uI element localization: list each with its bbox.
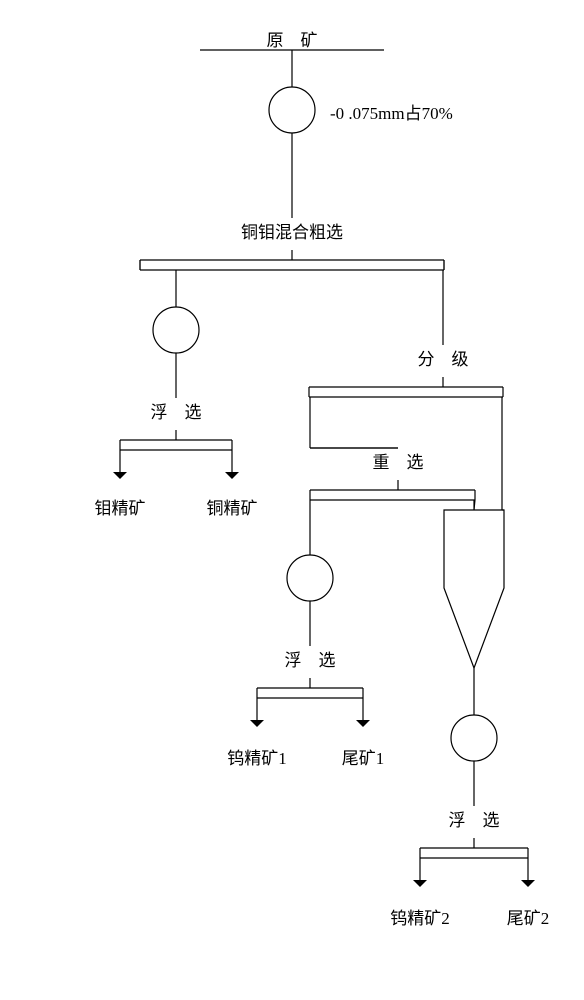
label-raw: 原 矿 xyxy=(267,31,318,50)
label-cu: 铜精矿 xyxy=(207,499,258,518)
arrow-head xyxy=(250,720,264,727)
label-float-left: 浮 选 xyxy=(151,403,202,422)
arrow-head xyxy=(413,880,427,887)
label-mo: 钼精矿 xyxy=(95,499,146,518)
arrow-head xyxy=(225,472,239,479)
label-t1: 尾矿1 xyxy=(342,749,385,768)
label-float-mid: 浮 选 xyxy=(285,651,336,670)
circle-3 xyxy=(451,715,497,761)
label-float-right: 浮 选 xyxy=(449,811,500,830)
label-w1: 钨精矿1 xyxy=(227,749,287,768)
label-rough: 铜钼混合粗选 xyxy=(241,223,343,242)
arrow-head xyxy=(521,880,535,887)
arrow-head xyxy=(113,472,127,479)
label-w2: 钨精矿2 xyxy=(390,909,450,928)
label-resel: 重 选 xyxy=(373,453,424,472)
circle-0 xyxy=(269,87,315,133)
hopper xyxy=(444,510,504,668)
label-grind: -0 .075mm占70% xyxy=(330,104,453,123)
label-class: 分 级 xyxy=(418,350,469,369)
circle-2 xyxy=(287,555,333,601)
arrow-head xyxy=(356,720,370,727)
label-t2: 尾矿2 xyxy=(507,909,550,928)
circle-1 xyxy=(153,307,199,353)
